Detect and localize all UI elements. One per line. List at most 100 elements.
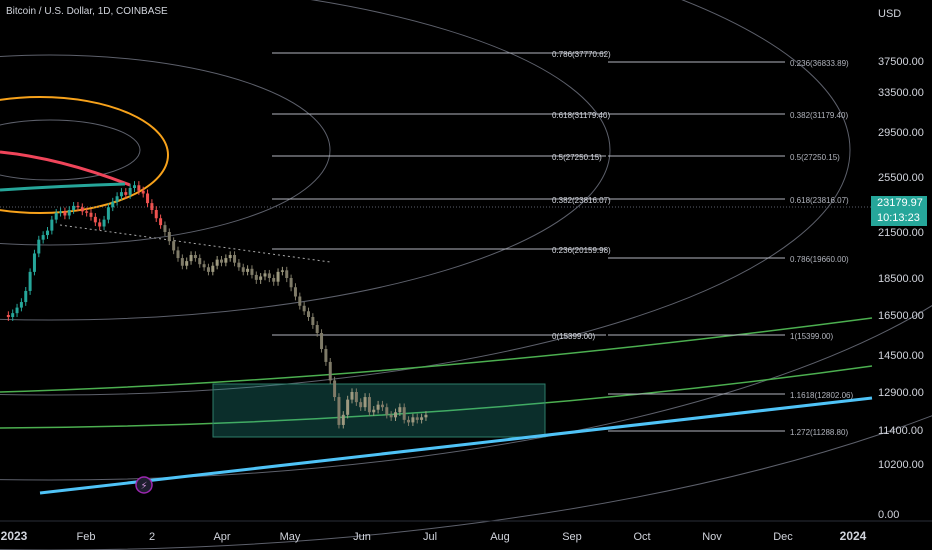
fib-level-label: 0.382(23816.07) bbox=[552, 196, 611, 205]
time-tick-label: Nov bbox=[702, 531, 722, 543]
candle-body bbox=[202, 264, 206, 268]
support-zone-box[interactable] bbox=[212, 383, 546, 438]
candle-body bbox=[159, 218, 163, 226]
candle-body bbox=[93, 216, 97, 223]
candle-body bbox=[280, 270, 284, 272]
candle-body bbox=[189, 255, 193, 262]
candle-body bbox=[228, 255, 232, 259]
candle-body bbox=[119, 192, 123, 197]
candle-body bbox=[385, 407, 389, 415]
candle-body bbox=[350, 392, 354, 400]
candle-body bbox=[106, 207, 110, 220]
candle-body bbox=[193, 255, 197, 259]
candle-body bbox=[211, 265, 215, 272]
candle-body bbox=[163, 225, 167, 232]
fib-extension-label: 0.236(36833.89) bbox=[790, 59, 849, 68]
candle-body bbox=[259, 276, 263, 280]
time-tick-label: Aug bbox=[490, 531, 510, 543]
candle-body bbox=[220, 259, 223, 263]
candle-body bbox=[424, 414, 428, 418]
bar-countdown: 10:13:23 bbox=[871, 211, 927, 226]
candle-body bbox=[398, 407, 402, 413]
candle-body bbox=[224, 258, 228, 263]
candle-body bbox=[376, 404, 380, 410]
red-moving-average bbox=[0, 150, 131, 187]
candle-body bbox=[311, 317, 315, 325]
time-tick-label: 2 bbox=[149, 531, 155, 543]
dotted-trendline bbox=[59, 224, 331, 263]
candle-body bbox=[146, 193, 150, 204]
fib-level-label: 0.786(37770.62) bbox=[552, 50, 611, 59]
price-tick-label: 10200.00 bbox=[878, 459, 924, 471]
candle-body bbox=[24, 290, 28, 303]
time-tick-label: 2023 bbox=[1, 529, 28, 543]
candle-body bbox=[115, 196, 119, 202]
time-tick-label: May bbox=[280, 531, 301, 543]
lightning-icon: ⚡ bbox=[140, 481, 147, 492]
fib-extension-label: 0.382(31179.40) bbox=[790, 111, 848, 120]
green-arc-upper bbox=[0, 317, 873, 393]
candle-body bbox=[302, 305, 306, 312]
candle-body bbox=[307, 311, 310, 317]
candle-body bbox=[298, 296, 302, 306]
candle-body bbox=[167, 232, 171, 242]
candle-body bbox=[328, 361, 332, 381]
orange-fib-circle bbox=[0, 96, 169, 214]
candle-body bbox=[415, 417, 419, 420]
candle-body bbox=[380, 404, 384, 408]
fib-extension-label: 1.1618(12802.06) bbox=[790, 391, 854, 400]
price-tick-label: 14500.00 bbox=[878, 350, 924, 362]
candle-body bbox=[54, 212, 58, 220]
candle-body bbox=[402, 407, 406, 420]
candle-body bbox=[215, 259, 219, 266]
time-tick-label: 2024 bbox=[840, 529, 867, 543]
price-tick-label: 12900.00 bbox=[878, 387, 924, 399]
candle-body bbox=[76, 205, 80, 208]
candle-body bbox=[407, 419, 411, 423]
candle-body bbox=[354, 392, 358, 403]
price-tick-label: 29500.00 bbox=[878, 127, 924, 139]
price-tick-label: 33500.00 bbox=[878, 87, 924, 99]
cyan-trendline[interactable] bbox=[39, 396, 873, 495]
time-tick-label: Oct bbox=[633, 531, 650, 543]
candle-body bbox=[102, 219, 106, 227]
candle-body bbox=[41, 235, 45, 240]
candle-body bbox=[254, 274, 258, 280]
currency-label: USD bbox=[878, 8, 901, 20]
event-marker[interactable]: ⚡ bbox=[135, 476, 153, 494]
price-tick-label: 16500.00 bbox=[878, 310, 924, 322]
last-price-badge: 23179.97 bbox=[871, 196, 927, 211]
time-tick-label: Jul bbox=[423, 531, 437, 543]
candle-body bbox=[263, 273, 267, 277]
candle-body bbox=[272, 278, 276, 282]
fib-levels[interactable]: 0.786(37770.62) 0.618(31179.40) 0.5(27250.… bbox=[272, 50, 854, 437]
candle-body bbox=[128, 188, 132, 195]
candle-body bbox=[50, 219, 54, 231]
fib-extension-label: 0.786(19660.00) bbox=[790, 255, 849, 264]
candle-body bbox=[19, 302, 23, 308]
candle-body bbox=[85, 211, 89, 213]
candle-body bbox=[98, 222, 102, 227]
candle-body bbox=[267, 273, 271, 278]
candle-body bbox=[32, 253, 36, 272]
candle-body bbox=[246, 268, 250, 272]
candle-body bbox=[198, 258, 202, 265]
candle-body bbox=[285, 270, 289, 278]
fib-extension-label: 1.272(11288.80) bbox=[790, 428, 848, 437]
price-tick-label: 21500.00 bbox=[878, 227, 924, 239]
candle-body bbox=[59, 211, 63, 213]
candle-body bbox=[72, 205, 76, 210]
fib-level-label: 0.618(31179.40) bbox=[552, 111, 610, 120]
candle-body bbox=[411, 417, 415, 423]
candle-body bbox=[11, 313, 15, 317]
candle-body bbox=[289, 278, 293, 288]
candle-body bbox=[315, 325, 319, 333]
candle-body bbox=[6, 315, 10, 317]
candle-body bbox=[124, 192, 128, 195]
candle-body bbox=[276, 271, 280, 282]
time-axis[interactable]: 2023 Feb 2 Apr May Jun Jul Aug Sep Oct Nov Dec 2024 bbox=[1, 529, 867, 543]
candle-body bbox=[233, 255, 237, 263]
price-axis[interactable]: USD 37500.00 33500.00 29500.00 25500.00 21500… bbox=[878, 8, 924, 521]
